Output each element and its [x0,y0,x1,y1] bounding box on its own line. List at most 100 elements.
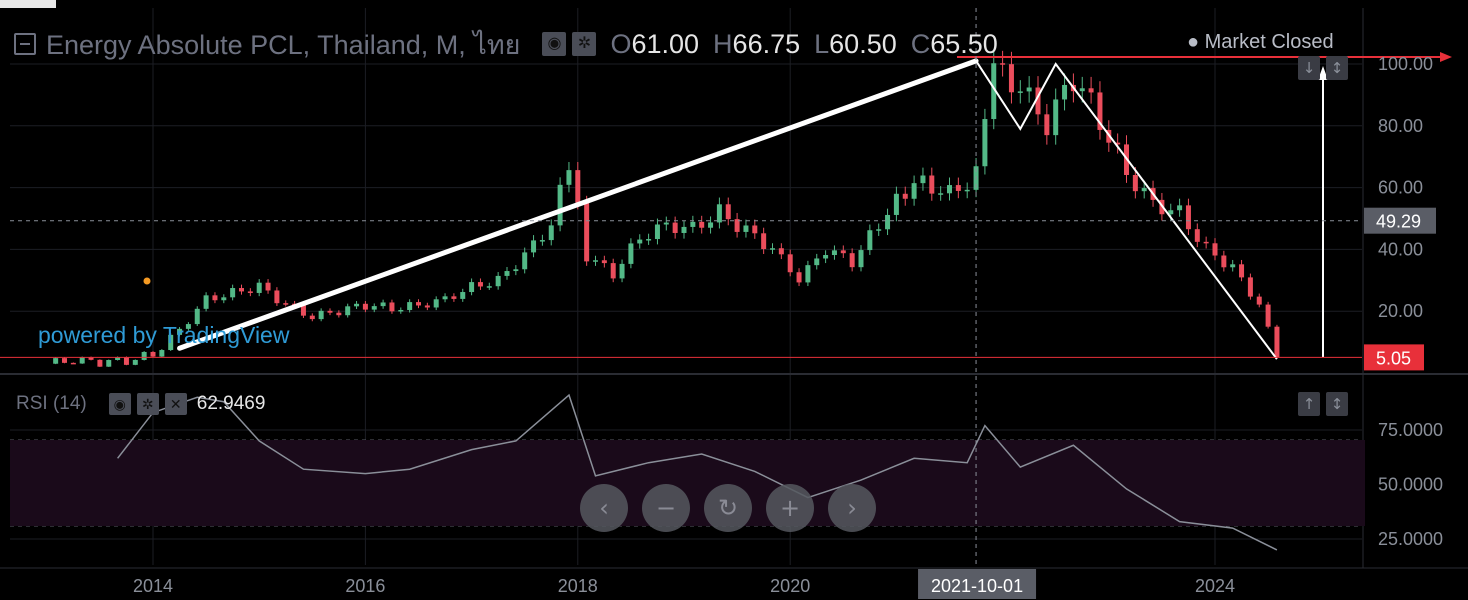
price-tick-label: 100.00 [1378,54,1433,74]
candle-body [132,359,138,365]
candle-body [876,229,882,231]
gear-icon[interactable]: ✲ [572,32,597,56]
candle-body [398,309,404,312]
candle-body [1230,264,1236,268]
collapse-icon[interactable] [14,33,36,55]
reset-button[interactable]: ↻ [704,484,752,532]
candle-body [593,260,598,262]
candle-body [239,288,244,292]
candle-body [203,295,209,309]
crosshair-price-label: 49.29 [1376,212,1421,232]
candle-body [708,222,714,228]
rsi-label: RSI (14) [16,393,87,414]
candle-body [1168,210,1174,215]
candle-body [513,269,519,272]
rsi-tick-label: 25.0000 [1378,529,1443,549]
candle-body [628,243,634,264]
candle-body [938,193,944,195]
candle-body [911,183,917,199]
candle-body [601,260,607,264]
candle-body [123,357,129,365]
candle-body [256,282,262,293]
candle-body [265,282,271,291]
candle-body [159,350,165,357]
candle-body [336,312,342,316]
candle-body [849,253,855,268]
candle-body [770,248,775,250]
candle-body [672,222,678,233]
candle-body [1239,264,1245,278]
candle-body [539,240,545,242]
tradingview-watermark[interactable]: powered by TradingView [38,322,290,348]
rsi-eye-icon[interactable]: ◉ [108,393,131,415]
candle-body [407,302,413,310]
candle-body [725,204,731,220]
candle-body [371,306,377,310]
candle-body [920,175,926,184]
close-label: C [910,28,931,59]
candle-body [495,275,501,287]
candle-body [88,357,94,360]
candle-body [177,328,183,335]
eye-icon[interactable]: ◉ [542,32,567,56]
candle-body [796,272,802,283]
candle-body [654,224,660,240]
candle-body [424,305,430,308]
candle-body [185,324,191,329]
rsi-tick-label: 75.0000 [1378,420,1443,440]
zoom-in-button[interactable]: + [766,484,814,532]
candle-body [522,252,528,270]
candle-body [947,185,952,194]
candle-body [442,296,448,300]
candle-body [831,250,837,256]
candle-body [716,204,722,223]
candle-body [893,193,899,215]
candle-body [327,310,333,313]
candle-body [1097,92,1103,130]
scroll-left-button[interactable]: ‹ [580,484,628,532]
time-tick-label: 2018 [558,576,598,596]
price-tick-label: 60.00 [1378,178,1423,198]
time-tick-label: 2020 [770,576,810,596]
dividend-marker [143,277,151,285]
high-label: H [713,28,733,59]
scroll-right-button[interactable]: › [828,484,876,532]
candle-body [1274,326,1280,358]
candle-body [1247,277,1253,297]
candle-body [230,288,236,298]
candle-body [646,239,652,241]
candle-body [1221,255,1227,268]
candle-body [761,233,767,250]
candle-body [451,296,457,299]
candle-body [1256,296,1262,305]
candle-body [681,226,687,233]
candle-body [699,221,705,228]
candle-body [584,202,590,262]
rsi-close-icon[interactable]: ✕ [164,393,187,415]
rsi-scale-up-icon[interactable]: ↑ [1298,392,1320,416]
candle-body [309,315,315,320]
candle-body [247,291,253,293]
scale-down-icon[interactable]: ↓ [1298,56,1320,80]
scale-updown-icon[interactable]: ↕ [1326,56,1348,80]
candle-body [840,250,846,254]
candle-body [663,222,669,225]
price-tick-label: 80.00 [1378,116,1423,136]
candle-body [575,170,581,203]
candle-body [283,303,289,305]
zoom-out-button[interactable]: − [642,484,690,532]
candle-body [1194,229,1200,242]
candle-body [1185,205,1191,230]
high-value: 66.75 [732,28,801,59]
target-arrow-head [1318,66,1328,80]
candle-body [823,255,829,259]
candle-body [955,185,961,191]
candle-body [416,302,421,306]
candle-body [1265,304,1271,327]
rsi-gear-icon[interactable]: ✲ [136,393,159,415]
candle-body [53,358,59,364]
rsi-value: 62.9469 [196,393,266,414]
time-tick-label: 2016 [345,576,385,596]
rsi-scale-updown-icon[interactable]: ↕ [1326,392,1348,416]
